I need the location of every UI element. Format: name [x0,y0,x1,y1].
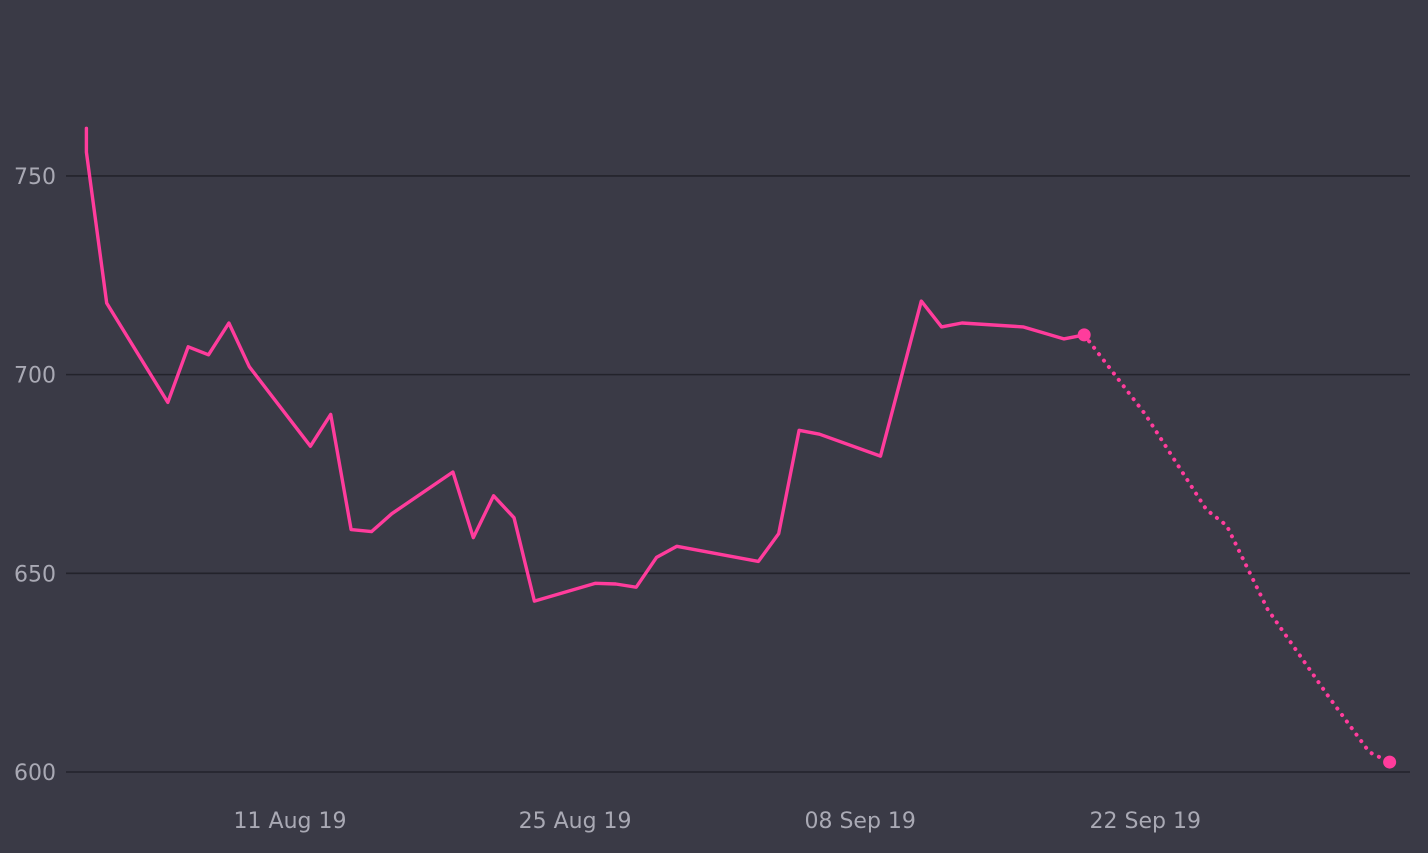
data-point-marker [1383,755,1397,769]
y-tick-label: 700 [14,364,56,389]
forecast-line [1082,332,1392,765]
series-layer [84,126,1392,765]
y-tick-label: 750 [14,165,56,190]
x-tick-label: 25 Aug 19 [519,809,632,834]
x-tick-label: 08 Sep 19 [804,809,915,834]
x-tick-label: 11 Aug 19 [234,809,347,834]
grid-layer [66,175,1410,773]
y-tick-label: 600 [14,761,56,786]
marker-layer [1077,328,1397,769]
history-line [84,126,1086,603]
y-tick-label: 650 [14,562,56,587]
x-tick-label: 22 Sep 19 [1090,809,1201,834]
x-axis-ticks: 11 Aug 19 25 Aug 19 08 Sep 19 22 Sep 19 [234,809,1201,834]
data-point-marker [1077,328,1091,342]
y-axis-ticks: 600 650 700 750 [14,165,56,786]
